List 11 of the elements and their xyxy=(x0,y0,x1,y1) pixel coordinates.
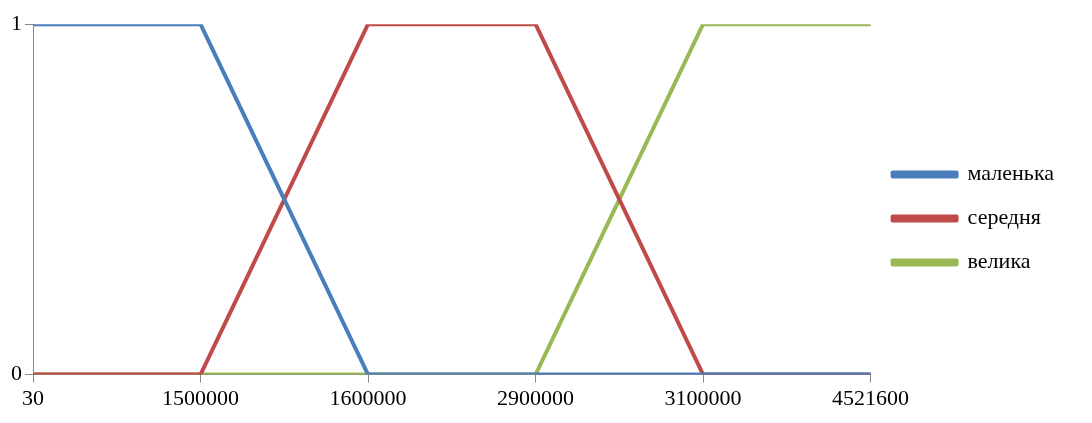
y-tick-label: 0 xyxy=(11,360,22,386)
legend-label: середня xyxy=(967,204,1041,230)
x-tick-label: 2900000 xyxy=(497,384,575,410)
legend-label: маленька xyxy=(967,160,1055,186)
legend-label: велика xyxy=(967,248,1031,274)
x-tick-label: 4521600 xyxy=(832,384,910,410)
x-tick-label: 1600000 xyxy=(329,384,407,410)
x-tick-label: 1500000 xyxy=(162,384,240,410)
y-tick-label: 1 xyxy=(11,9,22,35)
x-tick-label: 3100000 xyxy=(664,384,742,410)
x-tick-label: 30 xyxy=(22,384,44,410)
